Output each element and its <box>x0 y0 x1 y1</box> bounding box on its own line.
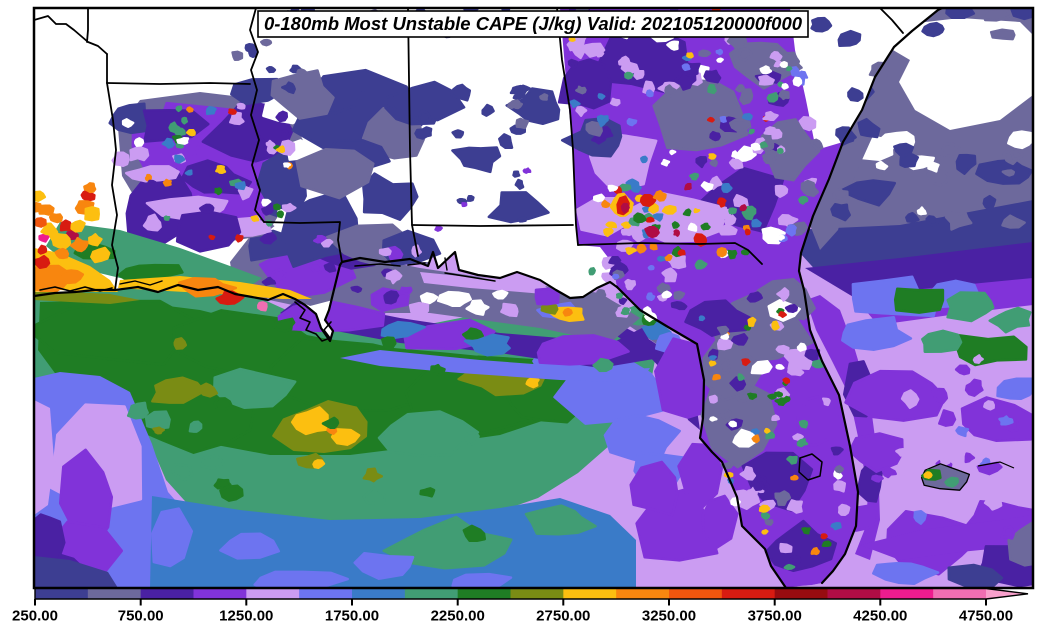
svg-text:3250.00: 3250.00 <box>642 608 696 625</box>
svg-text:3750.00: 3750.00 <box>748 608 802 625</box>
svg-text:4250.00: 4250.00 <box>853 608 907 625</box>
svg-text:750.00: 750.00 <box>118 608 164 625</box>
svg-text:1250.00: 1250.00 <box>219 608 273 625</box>
svg-text:4750.00: 4750.00 <box>959 608 1013 625</box>
svg-text:1750.00: 1750.00 <box>325 608 379 625</box>
svg-text:2750.00: 2750.00 <box>536 608 590 625</box>
svg-text:2250.00: 2250.00 <box>431 608 485 625</box>
svg-text:0-180mb Most Unstable CAPE (J/: 0-180mb Most Unstable CAPE (J/kg) Valid:… <box>264 13 803 34</box>
svg-text:250.00: 250.00 <box>12 608 58 625</box>
